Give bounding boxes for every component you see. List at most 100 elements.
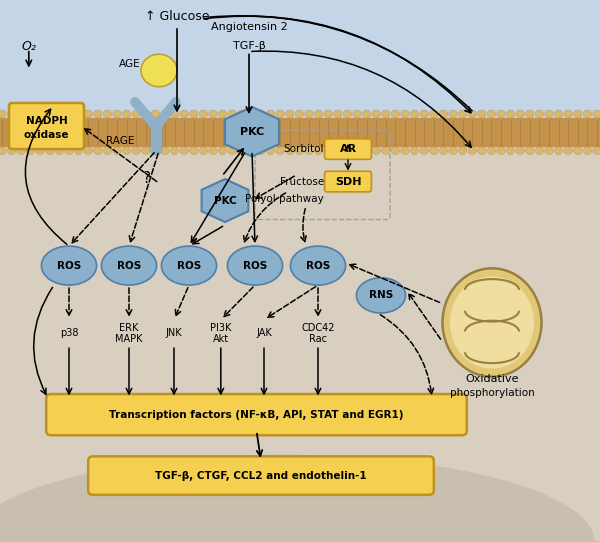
Circle shape [26, 147, 35, 154]
Text: O₂: O₂ [22, 40, 36, 53]
Circle shape [487, 147, 496, 154]
Circle shape [266, 110, 275, 118]
Circle shape [180, 147, 188, 154]
Ellipse shape [356, 278, 406, 313]
Circle shape [36, 147, 44, 154]
Circle shape [55, 110, 64, 118]
Ellipse shape [290, 246, 346, 285]
Circle shape [238, 147, 246, 154]
Text: Transcription factors (NF-κB, API, STAT and EGR1): Transcription factors (NF-κB, API, STAT … [109, 410, 404, 420]
Circle shape [362, 110, 371, 118]
Circle shape [46, 110, 54, 118]
Text: ERK
MAPK: ERK MAPK [115, 322, 143, 344]
Circle shape [516, 147, 524, 154]
Circle shape [26, 110, 35, 118]
Circle shape [554, 147, 563, 154]
Circle shape [401, 110, 409, 118]
Circle shape [103, 147, 112, 154]
Circle shape [132, 110, 140, 118]
Text: Sorbitol: Sorbitol [284, 144, 324, 154]
Circle shape [247, 110, 256, 118]
Circle shape [238, 110, 246, 118]
Text: ?: ? [143, 171, 151, 186]
Circle shape [266, 147, 275, 154]
Circle shape [17, 110, 25, 118]
Circle shape [113, 147, 121, 154]
Circle shape [449, 110, 457, 118]
Text: phosphorylation: phosphorylation [449, 388, 535, 398]
Circle shape [574, 147, 582, 154]
Circle shape [180, 110, 188, 118]
Circle shape [449, 147, 457, 154]
Circle shape [65, 147, 73, 154]
Circle shape [410, 147, 419, 154]
Text: CDC42
Rac: CDC42 Rac [301, 322, 335, 344]
Circle shape [305, 110, 313, 118]
Circle shape [190, 147, 198, 154]
Circle shape [74, 147, 83, 154]
Circle shape [84, 110, 92, 118]
Circle shape [286, 147, 294, 154]
Text: ROS: ROS [306, 261, 330, 270]
Circle shape [439, 147, 448, 154]
Circle shape [151, 110, 160, 118]
Circle shape [545, 110, 553, 118]
Circle shape [142, 110, 150, 118]
Circle shape [593, 147, 600, 154]
Circle shape [170, 110, 179, 118]
Text: ROS: ROS [117, 261, 141, 270]
Circle shape [199, 147, 208, 154]
Circle shape [468, 110, 476, 118]
FancyBboxPatch shape [9, 103, 84, 149]
Circle shape [141, 54, 177, 87]
Circle shape [497, 110, 505, 118]
Circle shape [132, 147, 140, 154]
Circle shape [103, 110, 112, 118]
Ellipse shape [227, 246, 283, 285]
Circle shape [276, 147, 284, 154]
Circle shape [276, 110, 284, 118]
Circle shape [372, 110, 380, 118]
Circle shape [343, 110, 352, 118]
Circle shape [74, 110, 83, 118]
Circle shape [36, 110, 44, 118]
Circle shape [526, 110, 534, 118]
Text: JAK: JAK [256, 328, 272, 338]
Circle shape [506, 110, 515, 118]
Circle shape [209, 110, 217, 118]
Circle shape [362, 147, 371, 154]
Circle shape [353, 147, 361, 154]
Circle shape [151, 147, 160, 154]
FancyBboxPatch shape [325, 139, 371, 159]
Bar [0, 0, 600, 118]
Text: RNS: RNS [369, 291, 393, 300]
Text: ROS: ROS [177, 261, 201, 270]
Circle shape [17, 147, 25, 154]
Circle shape [7, 147, 16, 154]
Text: p38: p38 [60, 328, 78, 338]
Bar [0, 118, 600, 542]
Circle shape [209, 147, 217, 154]
Circle shape [314, 147, 323, 154]
Circle shape [583, 110, 592, 118]
Circle shape [564, 110, 572, 118]
Ellipse shape [41, 246, 97, 285]
Circle shape [94, 147, 102, 154]
Circle shape [420, 110, 428, 118]
Circle shape [458, 147, 467, 154]
Circle shape [526, 147, 534, 154]
Text: JNK: JNK [166, 328, 182, 338]
FancyBboxPatch shape [325, 171, 371, 192]
Circle shape [478, 147, 486, 154]
Circle shape [334, 147, 342, 154]
Circle shape [324, 110, 332, 118]
Circle shape [372, 147, 380, 154]
Text: Angiotensin 2: Angiotensin 2 [211, 22, 287, 32]
Text: TGF-β: TGF-β [233, 41, 265, 51]
Text: PKC: PKC [214, 196, 236, 205]
Text: ROS: ROS [57, 261, 81, 270]
Circle shape [228, 147, 236, 154]
Circle shape [305, 147, 313, 154]
Circle shape [401, 147, 409, 154]
Circle shape [65, 110, 73, 118]
